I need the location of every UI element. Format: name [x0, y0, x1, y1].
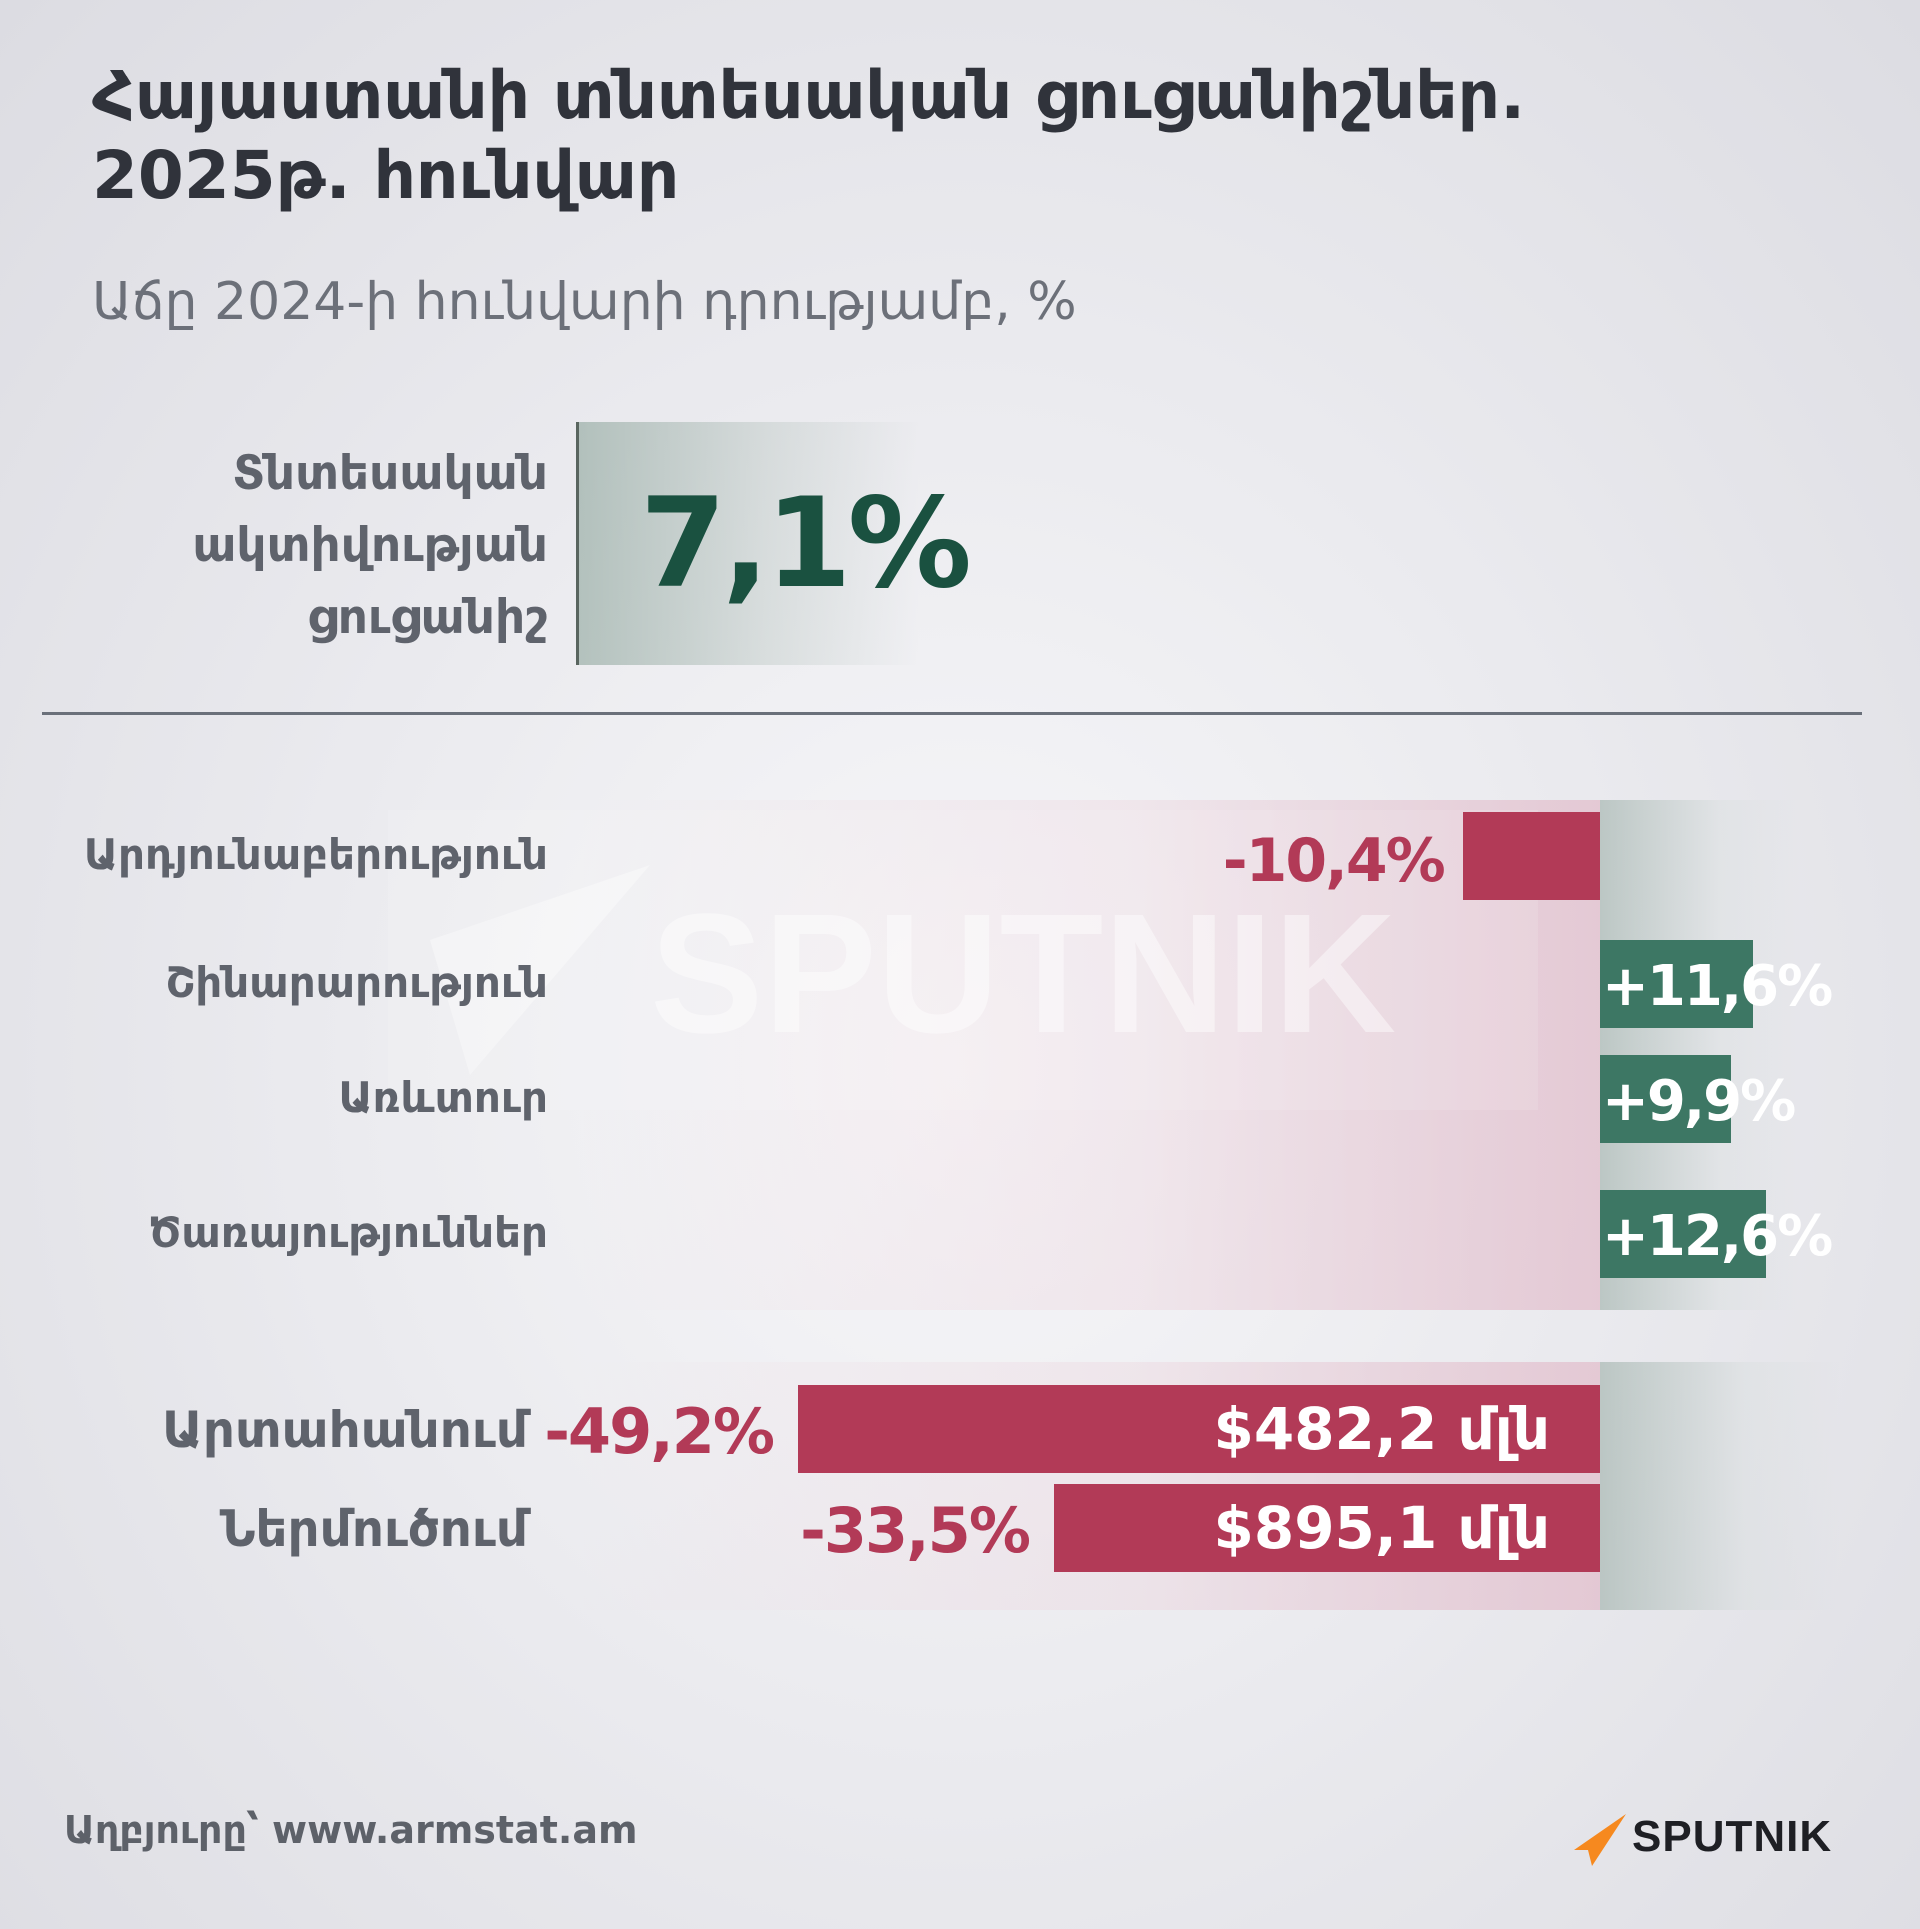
data-label: -49,2%: [544, 1395, 775, 1468]
data-label: -10,4%: [1222, 826, 1446, 896]
kpi-label: Տնտեսական ակտիվության ցուցանիշ: [28, 438, 548, 654]
category-label: Ծառայություններ: [148, 1208, 548, 1257]
data-label: +9,9%: [1602, 1069, 1796, 1134]
category-label: Արտահանում: [162, 1401, 528, 1459]
title-line-2: 2025թ. հունվար: [92, 137, 680, 214]
chart-subtitle: Աճը 2024-ի հունվարի դրությամբ, %: [92, 272, 1077, 332]
amount-label: $482,2 մլն: [1213, 1395, 1550, 1463]
section-divider: [42, 712, 1862, 715]
bar: [1600, 1055, 1731, 1143]
category-label: Առևտուր: [338, 1073, 548, 1122]
category-label: Արդյունաբերություն: [83, 830, 548, 879]
kpi-label-line-1: Տնտեսական: [232, 446, 548, 501]
bar: [1600, 1190, 1767, 1278]
sputnik-logo: SPUTNIK: [1570, 1806, 1860, 1872]
sputnik-arrow-icon: [1574, 1814, 1626, 1866]
title-line-1: Հայաստանի տնտեսական ցուցանիշներ.: [92, 57, 1526, 134]
kpi-box: [576, 422, 919, 665]
kpi-label-line-2: ակտիվության: [192, 518, 548, 573]
trade-axis-strip: [1600, 1362, 1840, 1610]
data-label: -33,5%: [800, 1494, 1031, 1567]
kpi-value: 7,1%: [640, 472, 972, 616]
data-label: +12,6%: [1602, 1204, 1833, 1269]
source-note: Աղբյուրը՝ www.armstat.am: [64, 1808, 638, 1852]
category-label: Ներմուծում: [219, 1500, 528, 1558]
amount-label: $895,1 մլն: [1213, 1494, 1550, 1562]
data-label: +11,6%: [1602, 954, 1833, 1019]
brand-name: SPUTNIK: [1632, 1812, 1833, 1861]
bar: [1600, 940, 1754, 1028]
bar: [1462, 812, 1600, 900]
kpi-label-line-3: ցուցանիշ: [307, 590, 548, 645]
bar: [1053, 1484, 1600, 1572]
sectors-panel-bg: [580, 800, 1600, 1310]
bar: [798, 1385, 1600, 1473]
chart-title: Հայաստանի տնտեսական ցուցանիշներ. 2025թ. …: [92, 56, 1792, 216]
category-label: Շինարարություն: [165, 958, 548, 1007]
